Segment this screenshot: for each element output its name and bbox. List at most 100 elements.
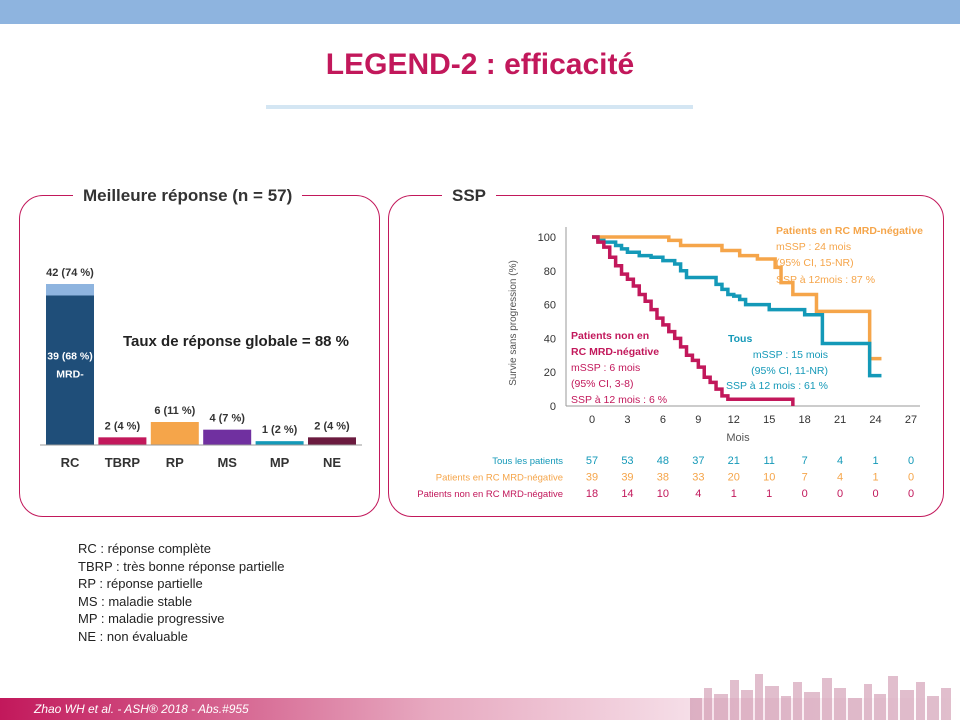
x-tick-label: 27 [905, 414, 917, 426]
series-annotation: mSSP : 15 mois [753, 349, 828, 361]
overall-response-annotation: Taux de réponse globale = 88 % [123, 333, 349, 350]
bar-ne [308, 437, 356, 445]
at-risk-value: 10 [657, 488, 669, 500]
city-skyline-icon [690, 674, 951, 720]
legend-line: RP : réponse partielle [78, 576, 203, 592]
y-tick-label: 0 [550, 401, 556, 413]
bar-ms [203, 429, 252, 445]
series-annotation: Patients non en [571, 330, 649, 342]
x-tick-label: 24 [869, 414, 881, 426]
category-label: RP [166, 455, 184, 470]
segment-label: 39 (68 %) [47, 351, 93, 363]
at-risk-value: 1 [872, 455, 878, 467]
bar-value-label: 1 (2 %) [262, 424, 298, 436]
pfs-title: SSP [442, 186, 497, 206]
at-risk-value: 0 [908, 488, 914, 500]
at-risk-value: 1 [766, 488, 772, 500]
at-risk-label: Patients en RC MRD-négative [436, 473, 563, 484]
y-tick-label: 60 [544, 300, 556, 312]
bar-value-label: 2 (4 %) [105, 420, 141, 432]
y-tick-label: 40 [544, 333, 556, 345]
y-tick-label: 100 [538, 232, 556, 244]
x-tick-label: 21 [834, 414, 846, 426]
abbreviation-legend: RC : réponse complète TBRP : très bonne … [78, 540, 284, 646]
at-risk-value: 21 [728, 455, 740, 467]
series-annotation: mSSP : 6 mois [571, 362, 640, 374]
x-axis-title: Mois [726, 432, 750, 444]
series-annotation: (95% CI, 11-NR) [751, 365, 828, 377]
at-risk-value: 18 [586, 488, 598, 500]
y-tick-label: 80 [544, 266, 556, 278]
pfs-panel [388, 195, 944, 517]
at-risk-value: 1 [731, 488, 737, 500]
km-curve [592, 235, 882, 361]
legend-line: RC : réponse complète [78, 541, 211, 556]
at-risk-value: 4 [837, 455, 843, 467]
legend-line: MS : maladie stable [78, 593, 193, 609]
at-risk-value: 37 [692, 455, 704, 467]
series-annotation: (95% CI, 3-8) [571, 378, 633, 390]
category-label: MP [270, 455, 290, 470]
at-risk-value: 0 [908, 455, 914, 467]
series-annotation: RC MRD-négative [571, 346, 659, 358]
bar-tbrp [98, 437, 147, 445]
at-risk-value: 14 [621, 488, 633, 500]
x-tick-label: 12 [728, 414, 740, 426]
series-annotation: Patients en RC MRD-négative [776, 225, 923, 237]
x-tick-label: 9 [695, 414, 701, 426]
x-tick-label: 18 [799, 414, 811, 426]
series-annotation: SSP à 12mois : 87 % [776, 274, 875, 286]
bar-value-label: 6 (11 %) [154, 405, 195, 417]
bar-mp [255, 441, 304, 445]
top-banner [0, 0, 960, 24]
at-risk-value: 48 [657, 455, 669, 467]
at-risk-value: 53 [621, 455, 633, 467]
x-tick-label: 0 [589, 414, 595, 426]
category-label: RC [61, 455, 80, 470]
series-annotation: mSSP : 24 mois [776, 241, 851, 253]
at-risk-value: 0 [837, 488, 843, 500]
y-tick-label: 20 [544, 367, 556, 379]
at-risk-value: 39 [621, 472, 633, 484]
at-risk-value: 7 [802, 472, 808, 484]
at-risk-value: 0 [908, 472, 914, 484]
bar-value-label: 4 (7 %) [209, 413, 245, 425]
bar-rp [150, 422, 199, 445]
km-curve [592, 235, 795, 406]
bar-value-label: 2 (4 %) [314, 420, 350, 432]
at-risk-value: 7 [802, 455, 808, 467]
at-risk-value: 0 [802, 488, 808, 500]
at-risk-value: 4 [837, 472, 843, 484]
footer-citation: Zhao WH et al. - ASH® 2018 - Abs.#955 [34, 702, 249, 716]
at-risk-label: Tous les patients [492, 456, 563, 467]
title-underline [266, 105, 693, 109]
series-annotation: Tous [728, 333, 752, 345]
segment-label: MRD- [56, 369, 84, 381]
legend-line: MP : maladie progressive [78, 611, 225, 627]
x-tick-label: 6 [660, 414, 666, 426]
page-title: LEGEND-2 : efficacité [325, 48, 635, 81]
at-risk-value: 1 [872, 472, 878, 484]
category-label: TBRP [105, 455, 141, 470]
category-label: MS [217, 455, 237, 470]
at-risk-value: 4 [695, 488, 701, 500]
at-risk-value: 10 [763, 472, 775, 484]
bar-value-label: 42 (74 %) [46, 267, 94, 279]
at-risk-label: Patients non en RC MRD-négative [417, 489, 563, 500]
at-risk-value: 38 [657, 472, 669, 484]
km-curve [592, 235, 882, 378]
at-risk-value: 39 [586, 472, 598, 484]
best-response-title: Meilleure réponse (n = 57) [73, 186, 303, 206]
x-tick-label: 3 [624, 414, 630, 426]
y-axis-title: Survie sans progression (%) [508, 260, 519, 386]
legend-line: TBRP : très bonne réponse partielle [78, 558, 285, 574]
x-tick-label: 15 [763, 414, 775, 426]
at-risk-value: 0 [872, 488, 878, 500]
series-annotation: SSP à 12 mois : 6 % [571, 394, 667, 406]
at-risk-value: 11 [764, 455, 775, 467]
category-label: NE [323, 455, 341, 470]
series-annotation: SSP à 12 mois : 61 % [726, 380, 828, 392]
legend-line: NE : non évaluable [78, 628, 188, 644]
bar-segment-mrd-negative [46, 295, 94, 445]
